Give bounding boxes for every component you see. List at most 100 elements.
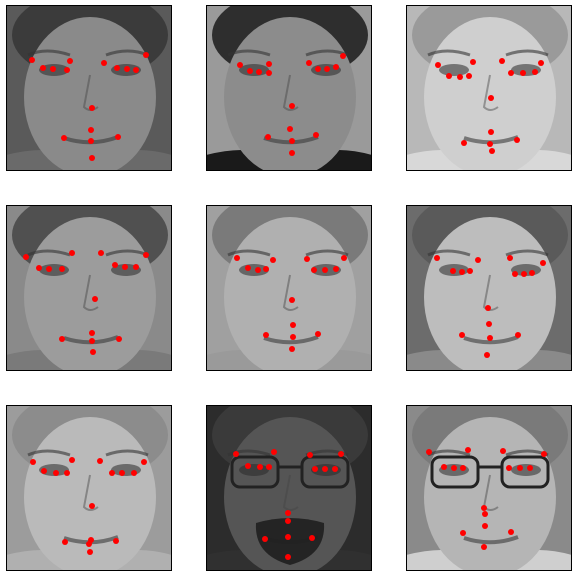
- keypoint-marker: [500, 448, 506, 454]
- keypoint-marker: [289, 103, 295, 109]
- face-skin: [224, 17, 356, 171]
- face-image: [6, 205, 172, 371]
- keypoint-marker: [285, 518, 291, 524]
- keypoint-marker: [266, 70, 272, 76]
- keypoint-marker: [514, 137, 520, 143]
- right-eyebrow: [305, 249, 349, 257]
- beard: [255, 518, 325, 565]
- keypoint-marker: [532, 69, 538, 75]
- keypoint-marker: [62, 539, 68, 545]
- keypoint-marker: [61, 135, 67, 141]
- keypoint-marker: [131, 470, 137, 476]
- keypoint-marker: [116, 336, 122, 342]
- keypoint-marker: [507, 255, 513, 261]
- keypoint-marker: [461, 140, 467, 146]
- keypoint-marker: [457, 74, 463, 80]
- keypoint-marker: [506, 465, 512, 471]
- keypoint-marker: [64, 67, 70, 73]
- keypoint-marker: [69, 250, 75, 256]
- panel-frame: [6, 5, 172, 171]
- right-eye: [511, 464, 541, 476]
- nose: [282, 474, 299, 511]
- face-skin: [424, 417, 556, 571]
- keypoint-marker: [143, 252, 149, 258]
- keypoint-marker: [92, 296, 98, 302]
- nose: [82, 74, 99, 111]
- keypoint-marker: [40, 65, 46, 71]
- panel-frame: [6, 205, 172, 371]
- keypoint-marker: [50, 66, 56, 72]
- face-skin: [24, 17, 156, 171]
- right-eyebrow: [505, 249, 549, 257]
- keypoint-marker: [481, 505, 487, 511]
- keypoint-marker: [289, 150, 295, 156]
- panel-frame: [206, 405, 372, 571]
- face-panel: [206, 405, 373, 572]
- keypoint-marker: [122, 264, 128, 270]
- face-skin: [424, 217, 556, 371]
- keypoint-marker: [306, 60, 312, 66]
- keypoint-marker: [285, 534, 291, 540]
- face-panel: [206, 5, 373, 172]
- keypoint-marker: [460, 530, 466, 536]
- keypoint-marker: [285, 510, 291, 516]
- keypoint-marker: [311, 267, 317, 273]
- glasses-left-lens: [230, 455, 280, 489]
- keypoint-marker: [508, 70, 514, 76]
- keypoint-marker: [426, 449, 432, 455]
- left-eyebrow: [427, 249, 471, 257]
- keypoint-marker: [315, 66, 321, 72]
- mouth: [263, 335, 319, 345]
- keypoint-marker: [470, 59, 476, 65]
- keypoint-marker: [245, 463, 251, 469]
- keypoint-marker: [489, 148, 495, 154]
- keypoint-marker: [487, 335, 493, 341]
- nose: [282, 274, 299, 311]
- glasses-right-lens: [500, 455, 550, 489]
- keypoint-marker: [263, 332, 269, 338]
- left-eyebrow: [27, 249, 71, 257]
- keypoint-marker: [262, 536, 268, 542]
- keypoint-marker: [304, 256, 310, 262]
- keypoint-marker: [23, 254, 29, 260]
- face-image: [406, 405, 572, 571]
- face-image: [206, 205, 372, 371]
- left-eyebrow: [27, 49, 71, 57]
- keypoint-marker: [285, 554, 291, 560]
- keypoint-marker: [488, 95, 494, 101]
- keypoint-marker: [332, 466, 338, 472]
- keypoint-marker: [465, 447, 471, 453]
- keypoint-marker: [312, 466, 318, 472]
- keypoint-marker: [271, 449, 277, 455]
- face-image: [406, 205, 572, 371]
- nose: [282, 74, 299, 111]
- keypoint-marker: [338, 451, 344, 457]
- keypoint-marker: [484, 352, 490, 358]
- keypoint-marker: [290, 334, 296, 340]
- face-photo: [6, 205, 172, 371]
- keypoint-marker: [287, 126, 293, 132]
- keypoint-marker: [315, 331, 321, 337]
- left-eyebrow: [27, 449, 71, 457]
- face-image: [6, 405, 172, 571]
- nose: [482, 74, 499, 111]
- left-eyebrow: [227, 249, 271, 257]
- keypoint-marker: [87, 549, 93, 555]
- keypoint-marker: [451, 465, 457, 471]
- left-eye: [239, 464, 269, 476]
- keypoint-marker: [517, 465, 523, 471]
- keypoint-marker: [237, 62, 243, 68]
- keypoint-marker: [486, 321, 492, 327]
- face-panel: [406, 205, 573, 372]
- keypoint-marker: [124, 66, 130, 72]
- face-panel: [406, 5, 573, 172]
- keypoint-marker: [101, 60, 107, 66]
- face-photo: [206, 405, 372, 571]
- keypoint-marker: [36, 265, 42, 271]
- keypoint-marker: [434, 255, 440, 261]
- keypoint-marker: [90, 349, 96, 355]
- keypoint-marker: [324, 66, 330, 72]
- keypoint-marker: [46, 266, 52, 272]
- keypoint-marker: [88, 127, 94, 133]
- keypoint-marker: [482, 511, 488, 517]
